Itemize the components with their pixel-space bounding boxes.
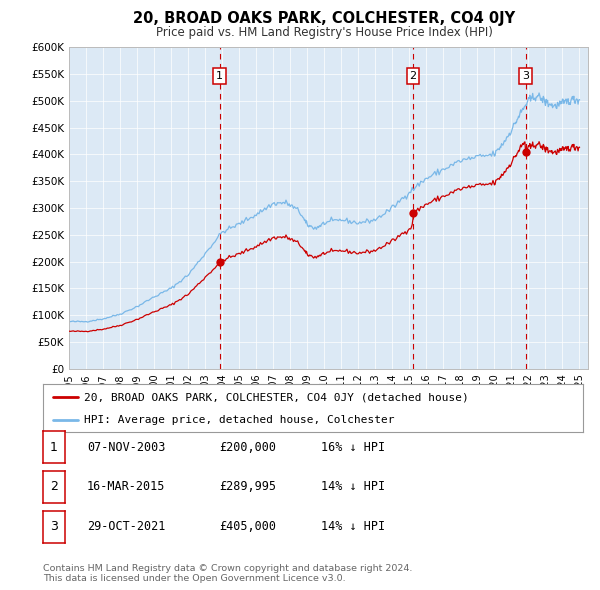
Text: 16-MAR-2015: 16-MAR-2015 — [87, 480, 166, 493]
Text: Price paid vs. HM Land Registry's House Price Index (HPI): Price paid vs. HM Land Registry's House … — [155, 26, 493, 39]
Text: 2: 2 — [50, 480, 58, 493]
Text: 3: 3 — [522, 71, 529, 81]
Text: £200,000: £200,000 — [219, 441, 276, 454]
Text: 1: 1 — [50, 441, 58, 454]
Text: 14% ↓ HPI: 14% ↓ HPI — [321, 520, 385, 533]
Text: 1: 1 — [216, 71, 223, 81]
Text: 2: 2 — [409, 71, 416, 81]
Text: HPI: Average price, detached house, Colchester: HPI: Average price, detached house, Colc… — [83, 415, 394, 425]
Text: 14% ↓ HPI: 14% ↓ HPI — [321, 480, 385, 493]
Text: 3: 3 — [50, 520, 58, 533]
Text: £405,000: £405,000 — [219, 520, 276, 533]
Text: 29-OCT-2021: 29-OCT-2021 — [87, 520, 166, 533]
Text: 20, BROAD OAKS PARK, COLCHESTER, CO4 0JY: 20, BROAD OAKS PARK, COLCHESTER, CO4 0JY — [133, 11, 515, 27]
Text: 20, BROAD OAKS PARK, COLCHESTER, CO4 0JY (detached house): 20, BROAD OAKS PARK, COLCHESTER, CO4 0JY… — [83, 392, 469, 402]
Text: Contains HM Land Registry data © Crown copyright and database right 2024.
This d: Contains HM Land Registry data © Crown c… — [43, 563, 413, 583]
Text: 07-NOV-2003: 07-NOV-2003 — [87, 441, 166, 454]
Text: 16% ↓ HPI: 16% ↓ HPI — [321, 441, 385, 454]
Text: £289,995: £289,995 — [219, 480, 276, 493]
